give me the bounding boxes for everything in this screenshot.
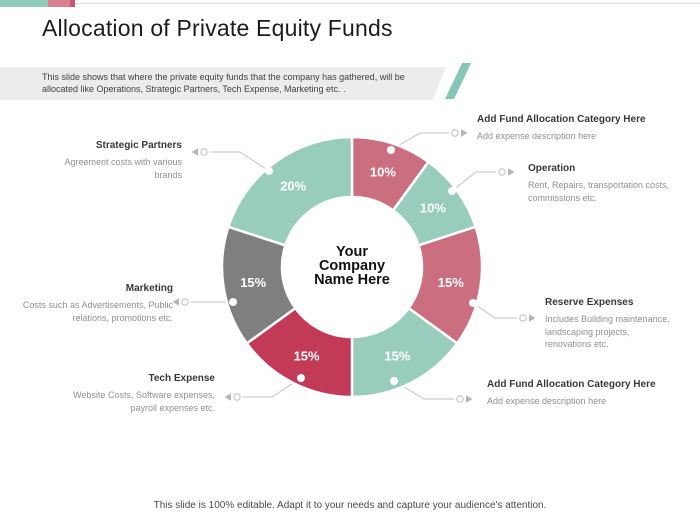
leader-line-1 [451,171,496,192]
segment-percent-3: 15% [384,349,410,364]
callout-reserve-expenses: Reserve Expenses Includes Building maint… [545,297,670,351]
callout-title: Add Fund Allocation Category Here [477,114,646,125]
leader-ring-icon [451,129,459,137]
callout-tech-expense: Tech Expense Website Costs, Software exp… [65,373,215,414]
callout-operation: Operation Rent, Repairs, transportation … [528,163,673,204]
callout-description: Add expense description here [477,131,597,141]
segment-percent-2: 15% [438,275,464,290]
segment-dot-5 [229,298,237,306]
top-divider-line [75,3,700,4]
center-line-2: Company [318,258,386,274]
leader-ring-icon [200,148,208,156]
center-line-1: Your [336,244,368,260]
slide-footer-note: This slide is 100% editable. Adapt it to… [153,500,547,511]
callout-title: Add Fund Allocation Category Here [487,379,656,390]
accent-bar-pink [48,0,70,7]
accent-bar-pink-dark [70,0,75,7]
segment-percent-1: 10% [420,201,446,216]
leader-arrow-icon [224,393,231,401]
callout-description: Costs such as Advertisements, Public rel… [22,300,173,323]
segment-dot-4 [297,374,305,382]
subtitle-banner [0,67,446,100]
callout-title: Tech Expense [148,373,215,384]
leader-ring-icon [233,393,241,401]
segment-dot-6 [265,167,273,175]
callout-marketing: Marketing Costs such as Advertisements, … [15,283,173,324]
leader-line-4 [243,377,302,398]
leader-arrow-icon [508,168,515,176]
segment-dot-1 [448,187,456,195]
callout-strategic-partners: Strategic Partners Agreement costs with … [42,140,182,181]
callout-title: Operation [528,163,576,174]
leader-line-2 [472,302,517,319]
leader-arrow-icon [466,395,473,403]
callout-title: Marketing [125,283,173,294]
leader-arrow-icon [191,148,198,156]
callout-add-fund-top: Add Fund Allocation Category Here Add ex… [477,114,646,143]
leader-arrow-icon [529,314,536,322]
leader-ring-icon [456,395,464,403]
center-line-3: Name Here [314,272,390,288]
leader-ring-icon [498,168,506,176]
callout-description: Includes Building maintenance, landscapi… [545,314,670,349]
segment-dot-2 [469,299,477,307]
segment-percent-0: 10% [370,164,396,179]
segment-percent-5: 15% [240,275,266,290]
chart-center-label: Your Company Name Here [272,244,432,288]
segment-dot-0 [387,146,395,154]
callout-title: Strategic Partners [95,140,182,151]
callout-title: Reserve Expenses [545,297,634,308]
callout-description: Website Costs, Software expenses, payrol… [73,390,215,413]
slide-title: Allocation of Private Equity Funds [42,15,393,41]
segment-percent-4: 15% [294,349,320,364]
callout-description: Add expense description here [487,396,607,406]
leader-ring-icon [181,298,189,306]
leader-line-0 [390,132,449,151]
leader-ring-icon [519,314,527,322]
leader-arrow-icon [172,298,179,306]
callout-description: Agreement costs with various brands [64,157,182,180]
leader-arrow-icon [461,129,468,137]
slide-subtitle: This slide shows that where the private … [42,72,405,94]
callout-add-fund-bottom: Add Fund Allocation Category Here Add ex… [487,379,656,408]
callout-description: Rent, Repairs, transportation costs, com… [528,180,670,203]
segment-percent-6: 20% [280,179,306,194]
leader-line-6 [210,151,270,172]
accent-bar-teal [0,0,48,7]
segment-dot-3 [390,377,398,385]
donut-segment-6 [226,135,354,247]
